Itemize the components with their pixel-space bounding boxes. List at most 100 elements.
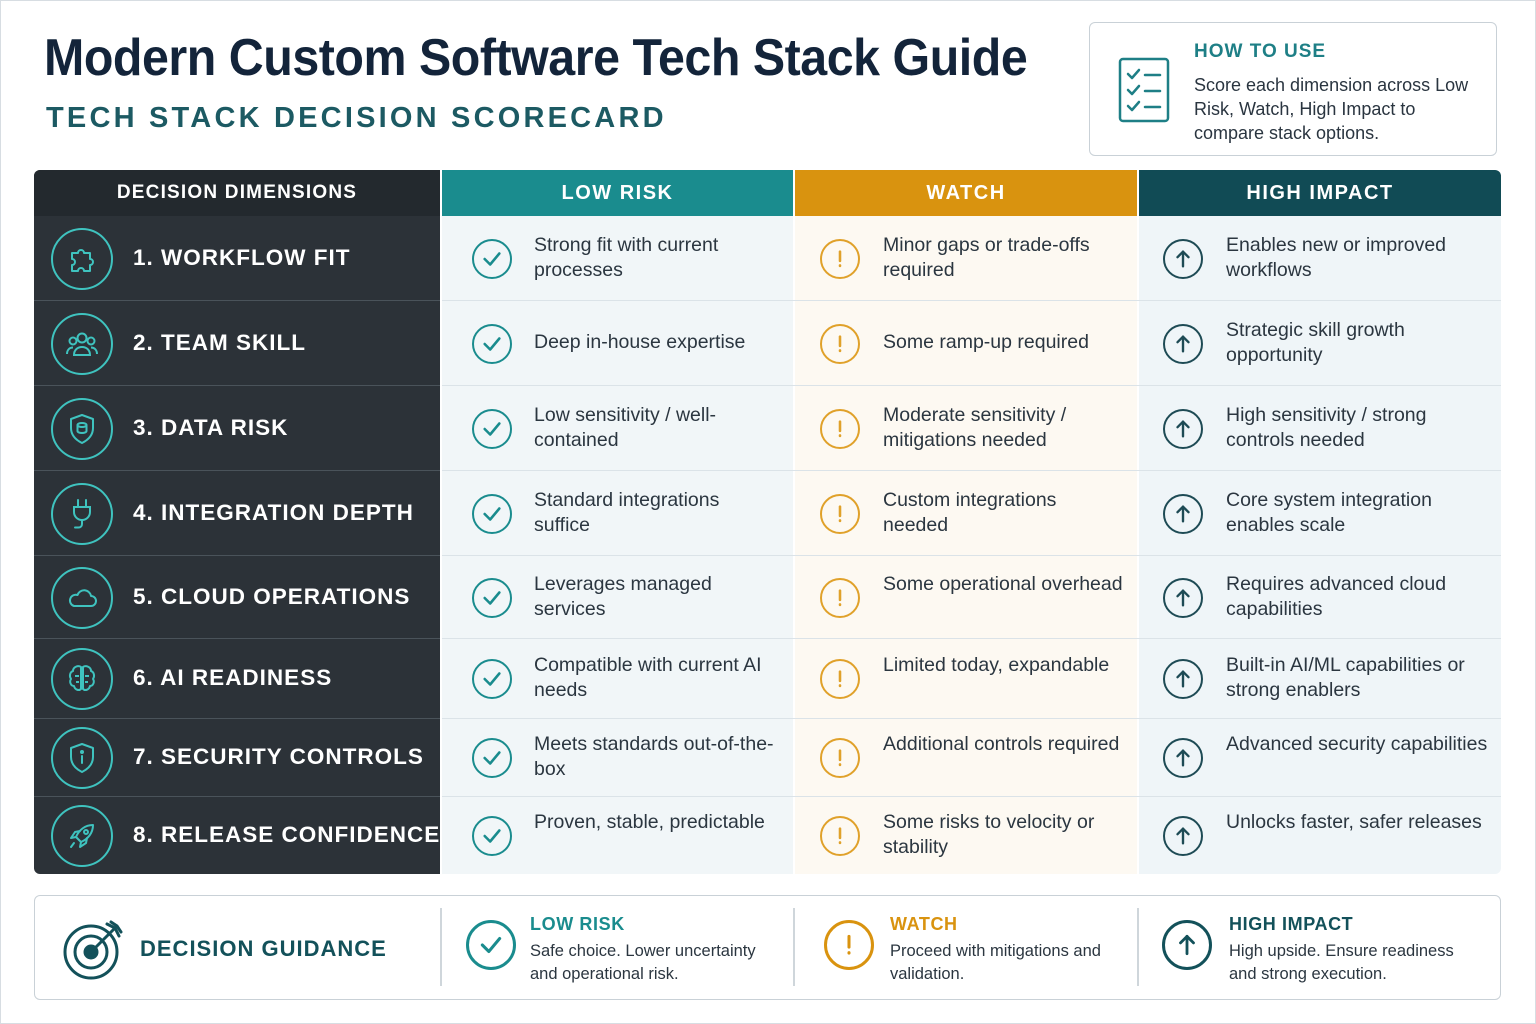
table-row: 5. CLOUD OPERATIONS Leverages managed ser… <box>34 556 1501 639</box>
check-circle-icon <box>472 815 512 856</box>
dimension-label: 1. WORKFLOW FIT <box>133 244 351 270</box>
target-icon <box>63 920 123 980</box>
high-impact-cell: Advanced security capabilities <box>1226 733 1488 755</box>
guidance-high-impact-text: High upside. Ensure readiness and strong… <box>1229 942 1454 983</box>
high-impact-cell: Enables new or improved workflows <box>1226 233 1447 281</box>
exclamation-circle-icon <box>820 659 860 699</box>
high-impact-cell: High sensitivity / strong controls neede… <box>1226 403 1427 451</box>
check-circle-icon <box>472 577 512 618</box>
low-risk-cell: Deep in-house expertise <box>534 330 746 353</box>
check-circle-icon <box>472 493 512 534</box>
high-impact-cell: Strategic skill growth opportunity <box>1226 318 1405 366</box>
table-row: 4. INTEGRATION DEPTH Standard integration… <box>34 471 1501 556</box>
scorecard-table: DECISION DIMENSIONS LOW RISK WATCH HIGH … <box>34 170 1501 874</box>
arrow-up-circle-icon <box>1163 659 1203 699</box>
low-risk-cell: Proven, stable, predictable <box>534 810 765 833</box>
high-impact-cell: Built-in AI/ML capabilities or strong en… <box>1226 654 1465 701</box>
dimension-label: 2. TEAM SKILL <box>133 329 307 355</box>
dimension-label: 8. RELEASE CONFIDENCE <box>133 821 441 847</box>
table-row: 1. WORKFLOW FIT Strong fit with current p… <box>34 216 1501 301</box>
check-circle-icon <box>472 738 512 778</box>
puzzle-icon <box>51 227 113 290</box>
watch-cell: Some ramp-up required <box>883 330 1089 353</box>
dimension-label: 5. CLOUD OPERATIONS <box>133 583 411 609</box>
arrow-up-circle-icon <box>1163 323 1203 364</box>
watch-cell: Limited today, expandable <box>883 654 1110 676</box>
guidance-low-risk-text: Safe choice. Lower uncertainty and opera… <box>530 942 756 983</box>
exclamation-circle-icon <box>824 920 874 970</box>
exclamation-circle-icon <box>820 408 860 449</box>
table-row: 2. TEAM SKILL Deep in-house expertise Some… <box>34 301 1501 386</box>
rocket-icon <box>51 804 113 867</box>
row-divider <box>34 300 440 301</box>
watch-cell: Moderate sensitivity / mitigations neede… <box>883 403 1067 451</box>
guidance-divider <box>1137 908 1139 986</box>
how-to-use-panel: HOW TO USE Score each dimension across L… <box>1089 22 1497 156</box>
check-circle-icon <box>472 323 512 364</box>
table-row: 8. RELEASE CONFIDENCE Proven, stable, pre… <box>34 797 1501 874</box>
row-divider <box>442 385 1501 386</box>
row-divider <box>34 796 440 797</box>
high-impact-cell: Unlocks faster, safer releases <box>1226 810 1482 833</box>
row-divider <box>34 638 440 639</box>
checklist-icon <box>1118 57 1170 123</box>
team-icon <box>51 312 113 375</box>
dimension-label: 4. INTEGRATION DEPTH <box>133 499 414 525</box>
low-risk-cell: Strong fit with current processes <box>534 233 719 281</box>
low-risk-cell: Compatible with current AI needs <box>534 654 762 701</box>
arrow-up-circle-icon <box>1163 815 1203 856</box>
row-divider <box>442 718 1501 719</box>
watch-cell: Additional controls required <box>883 733 1120 755</box>
arrow-up-circle-icon <box>1162 920 1212 970</box>
guidance-watch-title: WATCH <box>890 914 958 934</box>
exclamation-circle-icon <box>820 238 860 279</box>
header-decision-dimensions: DECISION DIMENSIONS <box>34 170 440 216</box>
cloud-icon <box>51 566 113 629</box>
dimension-label: 6. AI READINESS <box>133 665 333 690</box>
low-risk-cell: Leverages managed services <box>534 572 712 620</box>
dimension-label: 7. SECURITY CONTROLS <box>133 744 424 769</box>
brain-icon <box>51 648 113 710</box>
table-row: 3. DATA RISK Low sensitivity / well-conta… <box>34 386 1501 471</box>
page-subtitle: TECH STACK DECISION SCORECARD <box>46 102 667 134</box>
arrow-up-circle-icon <box>1163 408 1203 449</box>
low-risk-cell: Meets standards out-of-the-box <box>534 733 774 780</box>
watch-cell: Some risks to velocity or stability <box>883 810 1095 858</box>
watch-cell: Some operational overhead <box>883 572 1123 595</box>
arrow-up-circle-icon <box>1163 577 1203 618</box>
arrow-up-circle-icon <box>1163 738 1203 778</box>
page-title: Modern Custom Software Tech Stack Guide <box>44 29 1028 87</box>
dimension-label: 3. DATA RISK <box>133 414 289 440</box>
exclamation-circle-icon <box>820 493 860 534</box>
watch-cell: Custom integrations needed <box>883 488 1057 536</box>
row-divider <box>442 470 1501 471</box>
low-risk-cell: Standard integrations suffice <box>534 488 720 536</box>
shield-data-icon <box>51 397 113 460</box>
header-high-impact: HIGH IMPACT <box>1139 170 1501 216</box>
how-to-use-text: Score each dimension across Low Risk, Wa… <box>1194 75 1469 143</box>
decision-guidance-label: DECISION GUIDANCE <box>140 936 387 961</box>
decision-guidance-panel: DECISION GUIDANCE LOW RISK Safe choice. … <box>34 895 1501 1000</box>
guidance-divider <box>440 908 442 986</box>
header-watch: WATCH <box>795 170 1137 216</box>
row-divider <box>442 638 1501 639</box>
check-circle-icon <box>472 659 512 699</box>
guidance-watch-text: Proceed with mitigations and validation. <box>890 942 1101 983</box>
guidance-high-impact-title: HIGH IMPACT <box>1229 914 1354 934</box>
row-divider <box>34 555 440 556</box>
high-impact-cell: Requires advanced cloud capabilities <box>1226 572 1447 620</box>
header-low-risk: LOW RISK <box>442 170 793 216</box>
security-shield-icon <box>51 727 113 789</box>
check-circle-icon <box>466 920 516 970</box>
exclamation-circle-icon <box>820 323 860 364</box>
row-divider <box>442 300 1501 301</box>
check-circle-icon <box>472 238 512 279</box>
table-row: 6. AI READINESS Compatible with current A… <box>34 639 1501 719</box>
exclamation-circle-icon <box>820 815 860 856</box>
check-circle-icon <box>472 408 512 449</box>
guidance-low-risk-title: LOW RISK <box>530 914 625 934</box>
row-divider <box>34 718 440 719</box>
how-to-use-title: HOW TO USE <box>1194 41 1327 62</box>
row-divider <box>442 555 1501 556</box>
plug-icon <box>51 482 113 545</box>
